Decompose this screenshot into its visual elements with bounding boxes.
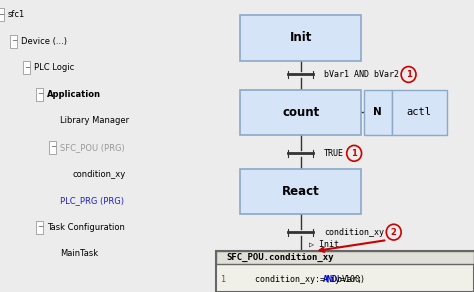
Text: actl: actl (407, 107, 431, 117)
Text: N: N (374, 107, 382, 117)
Text: PLC_PRG (PRG): PLC_PRG (PRG) (60, 196, 124, 205)
Text: ─: ─ (51, 145, 55, 150)
Text: TRUE: TRUE (324, 149, 344, 158)
FancyBboxPatch shape (392, 90, 447, 135)
FancyBboxPatch shape (36, 221, 43, 234)
Text: 1: 1 (406, 70, 411, 79)
Text: PLC Logic: PLC Logic (34, 63, 74, 72)
FancyBboxPatch shape (240, 90, 361, 135)
Text: ─: ─ (38, 224, 42, 230)
Text: ─: ─ (12, 38, 16, 44)
FancyBboxPatch shape (49, 141, 56, 154)
FancyBboxPatch shape (0, 8, 4, 21)
Text: count: count (282, 106, 319, 119)
Text: ─: ─ (25, 65, 29, 71)
FancyBboxPatch shape (240, 15, 361, 61)
Text: SFC_POU (PRG): SFC_POU (PRG) (60, 143, 125, 152)
Text: ─: ─ (0, 12, 3, 18)
FancyBboxPatch shape (240, 169, 361, 214)
Text: ─: ─ (38, 91, 42, 97)
Text: 2: 2 (391, 228, 397, 237)
Text: condition_xy: condition_xy (73, 170, 126, 178)
FancyBboxPatch shape (10, 35, 17, 48)
FancyBboxPatch shape (36, 88, 43, 101)
Text: Device (...): Device (...) (21, 37, 67, 46)
Text: SFC_POU.condition_xy: SFC_POU.condition_xy (227, 253, 334, 262)
Text: bVar1 AND bVar2: bVar1 AND bVar2 (324, 70, 399, 79)
Text: Library Manager: Library Manager (60, 117, 129, 125)
FancyBboxPatch shape (216, 251, 474, 292)
FancyBboxPatch shape (364, 90, 392, 135)
Text: bVar;: bVar; (332, 275, 362, 284)
Text: Application: Application (47, 90, 101, 99)
Text: condition_xy: condition_xy (324, 228, 384, 237)
Text: Task Configuration: Task Configuration (47, 223, 125, 232)
Text: ▷ Init: ▷ Init (309, 240, 339, 249)
Text: AND: AND (322, 275, 337, 284)
FancyBboxPatch shape (216, 251, 474, 264)
Text: sfc1: sfc1 (8, 10, 25, 19)
FancyBboxPatch shape (23, 61, 30, 74)
Text: condition_xy:=(iy=100): condition_xy:=(iy=100) (240, 275, 370, 284)
Text: 1: 1 (351, 149, 357, 158)
Text: React: React (282, 185, 319, 198)
Text: Init: Init (290, 32, 312, 44)
Text: MainTask: MainTask (60, 249, 98, 258)
Text: 1: 1 (221, 275, 226, 284)
